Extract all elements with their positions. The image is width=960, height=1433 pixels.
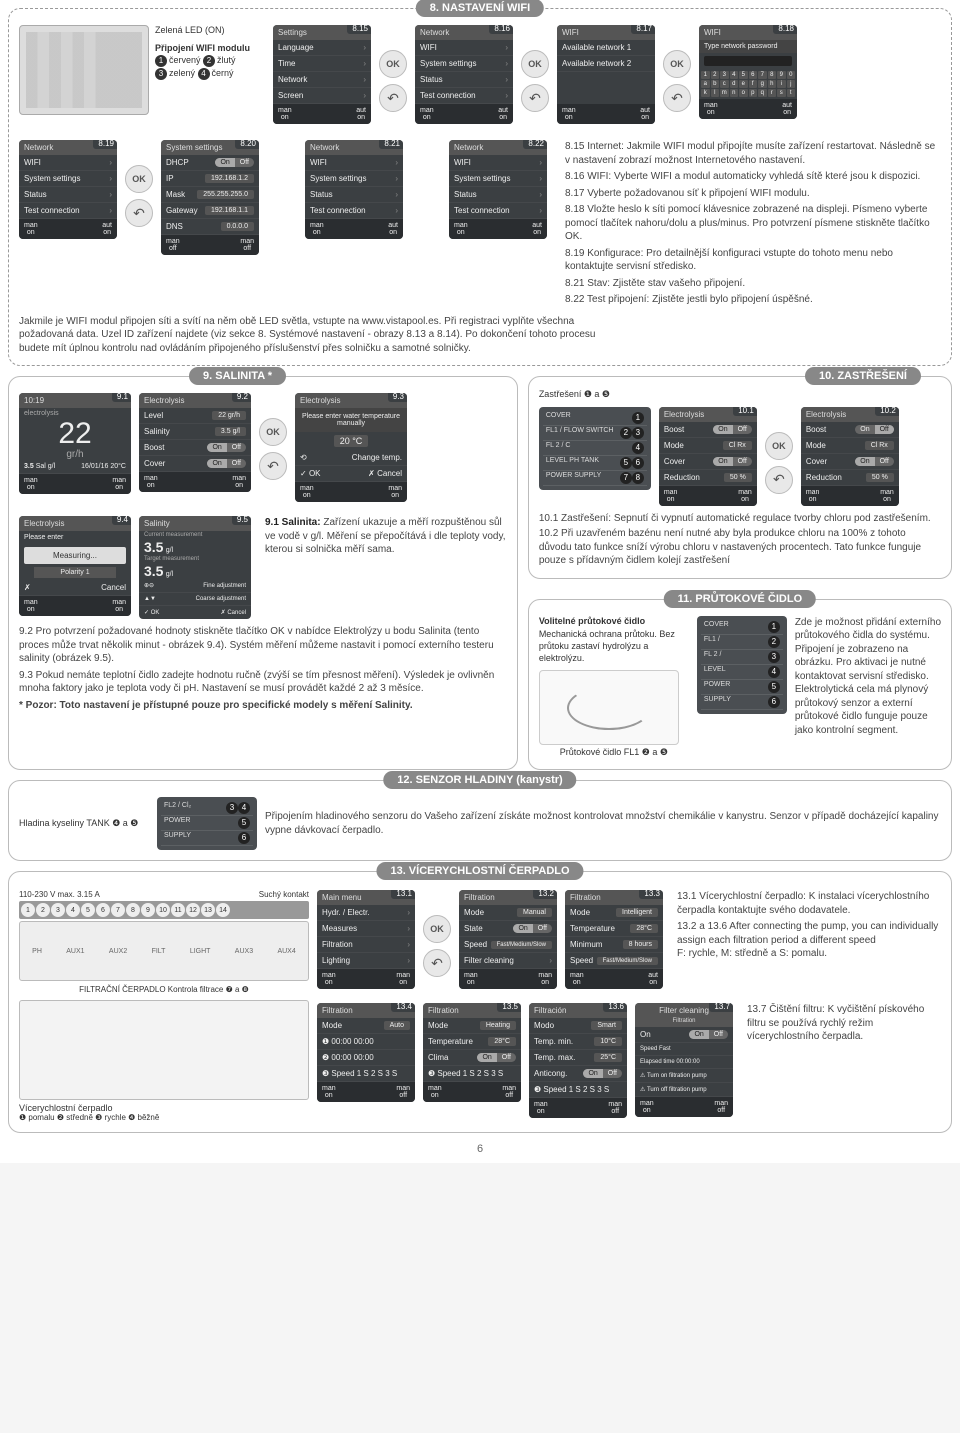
screen-9-2: 9.2 Electrolysis Level22 gr/h Salinity3.…: [139, 393, 251, 492]
screen-8-20: 8.20 System settings DHCPOnOff IP192.168…: [161, 140, 259, 255]
speed-legend: ❶ pomalu ❷ středně ❸ rychle ❹ běžně: [19, 1113, 309, 1122]
salinity-note: * Pozor: Toto nastavení je přístupné pou…: [19, 699, 507, 713]
terminal-strip: 1234567891011121314: [19, 901, 309, 919]
section-11-flow: 11. PRŮTOKOVÉ ČIDLO Volitelné průtokové …: [528, 599, 952, 770]
ok-button[interactable]: OK: [423, 915, 451, 943]
ok-button[interactable]: OK: [125, 165, 153, 193]
screen-13-7: 13.7 Filter cleaningFiltration OnOnOff S…: [635, 1003, 733, 1117]
sec8-bottom-para: Jakmile je WIFI modul připojen síti a sv…: [19, 315, 609, 356]
screen-9-5: 9.5 Salinity Current measurement 3.5 g/l…: [139, 516, 251, 619]
wifi-conn-label: Připojení WIFI modulu: [155, 43, 265, 55]
desc-13-1: 13.1 Vícerychlostní čerpadlo: K instalac…: [677, 890, 941, 917]
section-9-title: 9. SALINITA *: [189, 367, 286, 385]
wifi-module-wiring: [19, 25, 149, 115]
section-8-title: 8. NASTAVENÍ WIFI: [416, 0, 544, 17]
desc-10-2: 10.2 Při uzavřeném bazénu není nutné aby…: [539, 527, 941, 568]
level-desc: Připojením hladinového senzoru do Vašeho…: [265, 810, 941, 837]
back-button[interactable]: ↶: [125, 199, 153, 227]
screen-8-15: 8.15 Settings Language› Time› Network› S…: [273, 25, 371, 124]
desc-8-16: 8.16 WIFI: Vyberte WIFI a modul automati…: [565, 170, 941, 184]
flow-heading: Volitelné průtokové čidlo: [539, 616, 689, 628]
screen-9-1: 9.1 10:19 electrolysis 22 gr/h 3.5 Sal g…: [19, 393, 131, 494]
desc-8-17: 8.17 Vyberte požadovanou síť k připojení…: [565, 187, 941, 201]
back-button[interactable]: ↶: [259, 452, 287, 480]
multispeed-pump-label: Vícerychlostní čerpadlo: [19, 1103, 309, 1113]
level-side-label: Hladina kyseliny TANK ❹ a ❺: [19, 818, 149, 830]
back-button[interactable]: ↶: [765, 466, 793, 494]
back-button[interactable]: ↶: [379, 84, 407, 112]
screen-8-18: 8.18 WIFI Type network password 12345678…: [699, 25, 797, 119]
screen-9-3: 9.3 Electrolysis Please enter water temp…: [295, 393, 407, 502]
filt-pump-label: FILTRAČNÍ ČERPADLO Kontrola filtrace ❼ a…: [19, 985, 309, 994]
cover-top-label: Zastřešení ❶ a ❺: [539, 389, 941, 401]
desc-13-2: 13.2 a 13.6 After connecting the pump, y…: [677, 920, 941, 947]
screen-13-1: 13.1 Main menu Hydr. / Electr.› Measures…: [317, 890, 415, 989]
screen-8-17: 8.17 WIFI Available network 1 Available …: [557, 25, 655, 124]
screen-9-4: 9.4 Electrolysis Please enter Measuring.…: [19, 516, 131, 616]
desc-9-3: 9.3 Pokud nemáte teplotní čidlo zadejte …: [19, 669, 507, 696]
section-10-title: 10. ZASTŘEŠENÍ: [805, 367, 921, 385]
screen-13-5: 13.5 Filtration ModeHeating Temperature2…: [423, 1003, 521, 1102]
ok-button[interactable]: OK: [521, 50, 549, 78]
back-button[interactable]: ↶: [521, 84, 549, 112]
desc-10-1: 10.1 Zastřešení: Sepnutí či vypnutí auto…: [539, 512, 941, 526]
screen-10-2: 10.2 Electrolysis BoostOnOff ModeCl Rx C…: [801, 407, 899, 506]
ok-button[interactable]: OK: [765, 432, 793, 460]
flow-caption: Průtokové čidlo FL1 ❷ a ❺: [539, 747, 689, 759]
screen-13-3: 13.3 Filtration ModeIntelligent Temperat…: [565, 890, 663, 989]
section-12-title: 12. SENZOR HLADINY (kanystr): [383, 771, 576, 789]
wire-color-legend: 1červený 2žlutý 3zelený 4černý: [155, 54, 265, 80]
page-number: 6: [8, 1143, 952, 1155]
section-12-level: 12. SENZOR HLADINY (kanystr) Hladina kys…: [8, 780, 952, 861]
flow-desc-1: Mechanická ochrana průtoku. Bez průtoku …: [539, 629, 689, 664]
desc-8-19: 8.19 Konfigurace: Pro detailnější konfig…: [565, 247, 941, 274]
screen-8-19: 8.19 Network WIFI› System settings› Stat…: [19, 140, 117, 239]
section-13-title: 13. VÍCERYCHLOSTNÍ ČERPADLO: [376, 862, 583, 880]
desc-8-22: 8.22 Test připojení: Zjistěte jestli byl…: [565, 293, 941, 307]
flow-sensor-image: [539, 670, 679, 745]
green-led-label: Zelená LED (ON): [155, 25, 265, 37]
section-8-wifi: 8. NASTAVENÍ WIFI Zelená LED (ON) Připoj…: [8, 8, 952, 366]
screen-13-2: 13.2 Filtration ModeManual StateOnOff Sp…: [459, 890, 557, 989]
row-screen[interactable]: Screen›: [273, 88, 371, 104]
row-language[interactable]: Language›: [273, 40, 371, 56]
screen-10-1: 10.1 Electrolysis BoostOnOff ModeCl Rx C…: [659, 407, 757, 506]
desc-13-2b: F: rychle, M: středně a S: pomalu.: [677, 947, 941, 961]
flow-desc-2: Zde je možnost přidání externího průtoko…: [795, 616, 941, 738]
section-10-cover: 10. ZASTŘEŠENÍ Zastřešení ❶ a ❺ COVER1 F…: [528, 376, 952, 579]
row-network[interactable]: Network›: [273, 72, 371, 88]
desc-9-2: 9.2 Pro potvrzení požadované hodnoty sti…: [19, 625, 507, 666]
desc-8-15: 8.15 Internet: Jakmile WIFI modul připoj…: [565, 140, 941, 167]
screen-8-16: 8.16 Network WIFI› System settings› Stat…: [415, 25, 513, 124]
ok-button[interactable]: OK: [259, 418, 287, 446]
screen-8-21: 8.21 Network WIFI› System settings› Stat…: [305, 140, 403, 239]
desc-13-7: 13.7 Čištění filtru: K vyčištění pískové…: [747, 1003, 941, 1044]
back-button[interactable]: ↶: [663, 84, 691, 112]
desc-9-1: 9.1 Salinita: Zařízení ukazuje a měří ro…: [265, 516, 507, 557]
section-11-title: 11. PRŮTOKOVÉ ČIDLO: [664, 590, 817, 608]
section-9-salinity: 9. SALINITA * 9.1 10:19 electrolysis 22 …: [8, 376, 518, 770]
ok-button[interactable]: OK: [379, 50, 407, 78]
screen-8-22: 8.22 Network WIFI› System settings› Stat…: [449, 140, 547, 239]
device-panel-level: FL2 / Cl₂34 POWER5 SUPPLY6: [157, 797, 257, 850]
password-keyboard[interactable]: 1234567890 abcdefghij klmnopqrst: [699, 69, 797, 99]
ok-button[interactable]: OK: [663, 50, 691, 78]
device-panel-flow: COVER1 FL1 /2 FL 2 /3 LEVEL4 POWER5 SUPP…: [697, 616, 787, 714]
section-13-pump: 13. VÍCERYCHLOSTNÍ ČERPADLO 110-230 V ma…: [8, 871, 952, 1133]
pump-wiring-diagram: [19, 1000, 309, 1100]
screen-13-4: 13.4 Filtration ModeAuto ❶ 00:00 00:00 ❷…: [317, 1003, 415, 1102]
device-panel-cover: COVER1 FL1 / FLOW SWITCH23 FL 2 / C4 LEV…: [539, 407, 651, 490]
desc-8-18: 8.18 Vložte heslo k síti pomocí klávesni…: [565, 203, 941, 244]
back-button[interactable]: ↶: [423, 949, 451, 977]
desc-8-21: 8.21 Stav: Zjistěte stav vašeho připojen…: [565, 277, 941, 291]
screen-13-6: 13.6 Filtración ModoSmart Temp. min.10°C…: [529, 1003, 627, 1118]
row-time[interactable]: Time›: [273, 56, 371, 72]
